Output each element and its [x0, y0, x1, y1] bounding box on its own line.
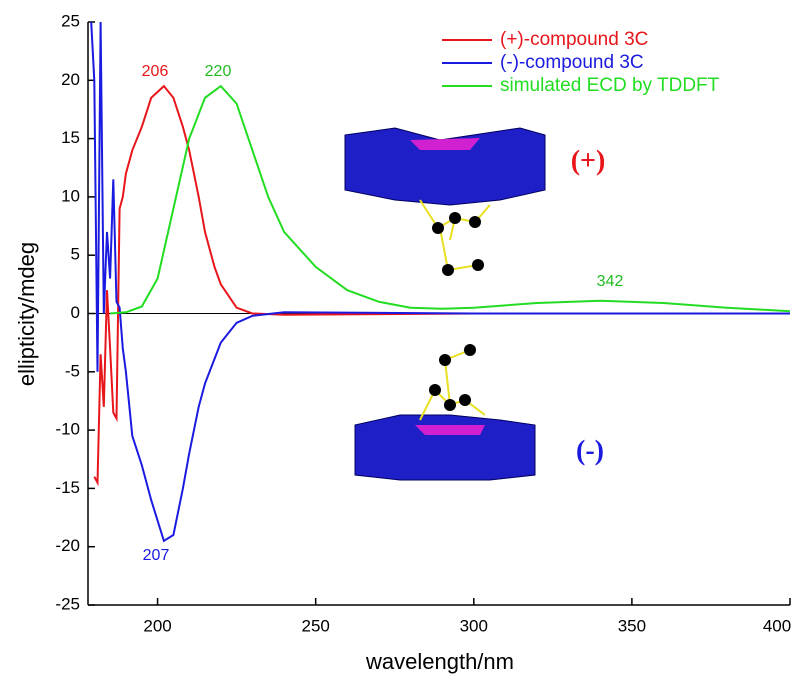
polyhedron-core — [410, 138, 480, 150]
legend-label: (+)-compound 3C — [500, 29, 648, 50]
y-tick-label: 0 — [71, 303, 80, 322]
annotation: 220 — [205, 63, 232, 80]
y-tick-label: 5 — [71, 245, 80, 264]
legend-label: (-)-compound 3C — [500, 52, 644, 73]
atoms — [429, 344, 476, 411]
chart: 206 207 220 342 (+) (-) wavelength/nm el… — [0, 0, 803, 677]
annotation: 206 — [142, 63, 169, 80]
y-tick-label: -20 — [55, 536, 80, 555]
x-tick-label: 300 — [460, 616, 488, 635]
y-axis-label: ellipticity/mdeg — [14, 242, 39, 386]
x-tick-label: 250 — [301, 616, 329, 635]
y-tick-label: 15 — [61, 128, 80, 147]
polyhedra — [355, 415, 535, 480]
y-tick-label: 25 — [61, 11, 80, 30]
annotation: (+) — [571, 145, 606, 176]
legend-label: simulated ECD by TDDFT — [500, 75, 720, 96]
annotation: 342 — [597, 273, 624, 290]
molecule-minus — [355, 344, 535, 480]
y-tick-label: -5 — [65, 361, 80, 380]
annotation: (-) — [576, 435, 604, 466]
y-tick-label: 10 — [61, 186, 80, 205]
y-tick-label: -25 — [55, 594, 80, 613]
x-axis-label: wavelength/nm — [365, 649, 514, 674]
x-tick-label: 350 — [618, 616, 646, 635]
annotation: 207 — [143, 547, 170, 564]
x-tick-label: 400 — [763, 616, 791, 635]
polyhedron-core — [415, 425, 485, 435]
x-tick-label: 200 — [143, 616, 171, 635]
y-tick-label: 20 — [61, 70, 80, 89]
molecule-plus — [345, 128, 545, 276]
y-tick-label: -15 — [55, 478, 80, 497]
atoms — [432, 212, 484, 276]
y-tick-label: -10 — [55, 420, 80, 439]
